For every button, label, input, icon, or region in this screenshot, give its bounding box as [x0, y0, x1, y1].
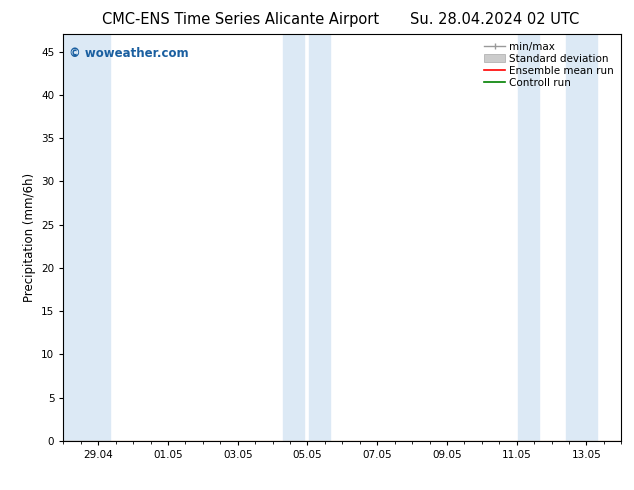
Bar: [566, 34, 597, 441]
Text: CMC-ENS Time Series Alicante Airport: CMC-ENS Time Series Alicante Airport: [102, 12, 380, 27]
Bar: [63, 34, 110, 441]
Bar: [519, 34, 540, 441]
Legend: min/max, Standard deviation, Ensemble mean run, Controll run: min/max, Standard deviation, Ensemble me…: [482, 40, 616, 90]
Bar: [309, 34, 330, 441]
Bar: [283, 34, 304, 441]
Y-axis label: Precipitation (mm/6h): Precipitation (mm/6h): [23, 173, 36, 302]
Text: © woweather.com: © woweather.com: [69, 47, 188, 59]
Text: Su. 28.04.2024 02 UTC: Su. 28.04.2024 02 UTC: [410, 12, 579, 27]
